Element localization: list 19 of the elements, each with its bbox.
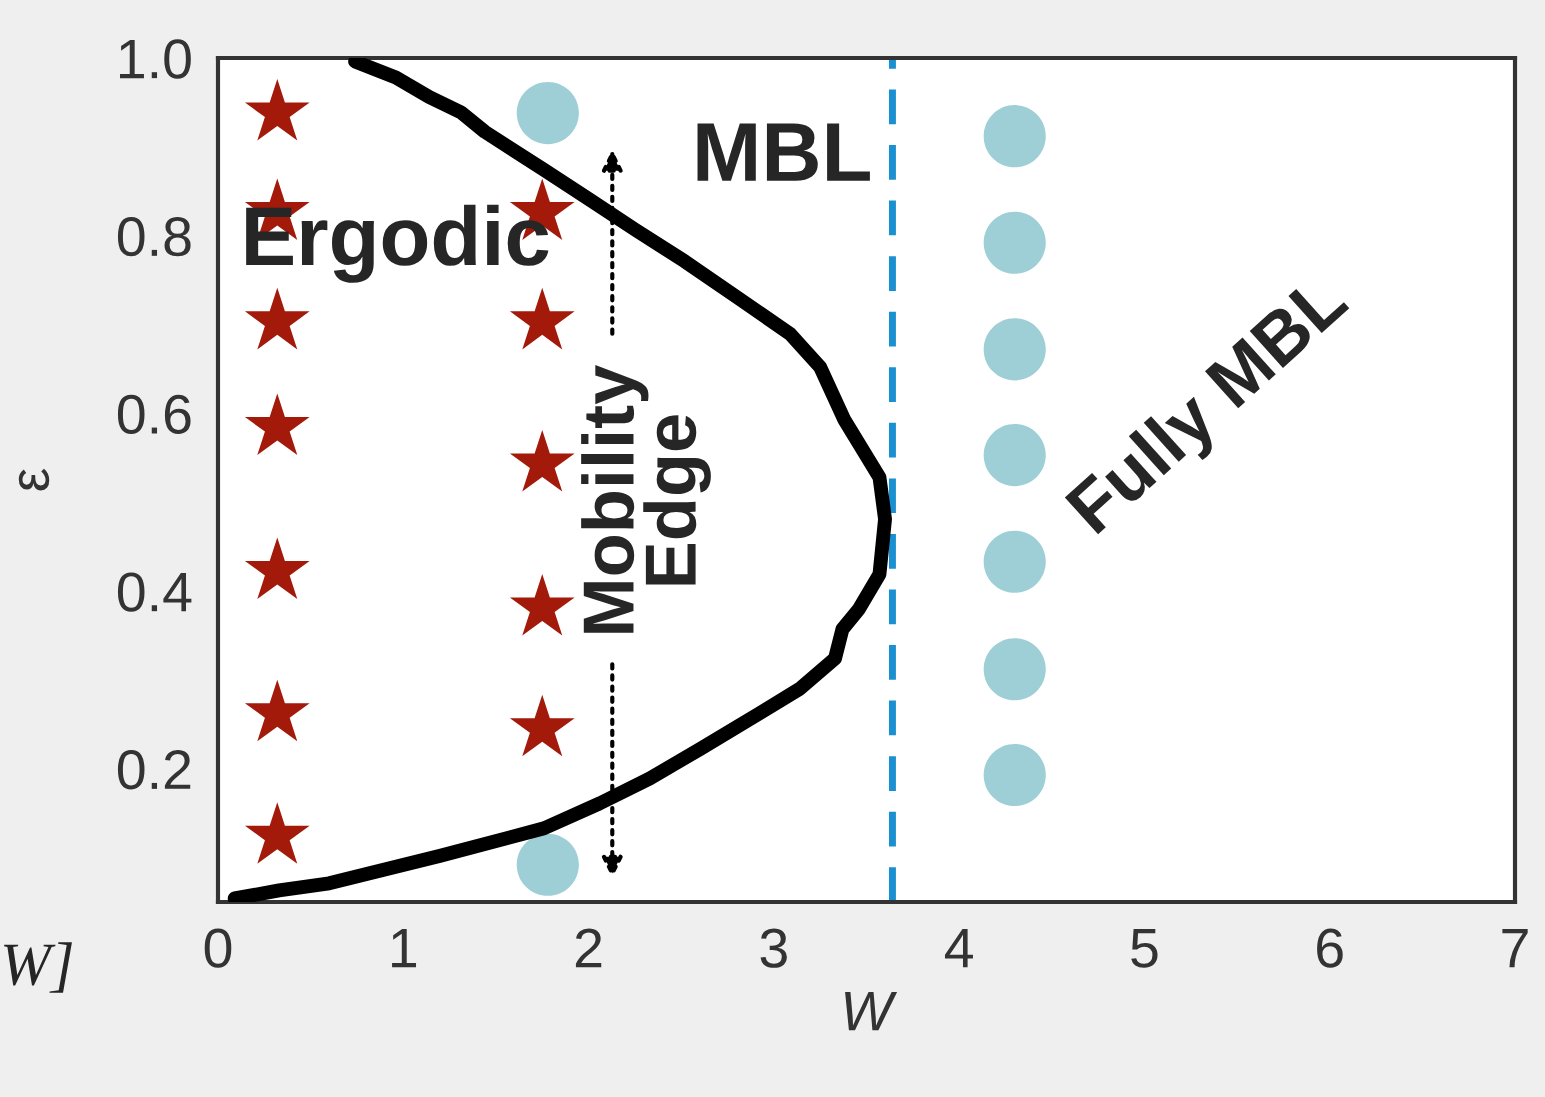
x-tick-label: 6 xyxy=(1317,928,1343,968)
annotation: MBL xyxy=(697,123,870,181)
x-tick-label: 0 xyxy=(204,928,232,968)
x-tick-label: 7 xyxy=(1502,929,1528,968)
x-tick-label: 3 xyxy=(760,928,787,968)
y-tick-label: 0.6 xyxy=(117,394,191,435)
x-tick-label: 1 xyxy=(392,929,417,968)
annotation: Mobility Edge xyxy=(581,365,711,633)
y-tick-label: 0.4 xyxy=(117,572,192,612)
y-axis-title: ε xyxy=(18,468,50,491)
y-tick-label: 1.0 xyxy=(120,39,191,79)
x-tick-label: 5 xyxy=(1131,929,1158,968)
annotation: Ergodic xyxy=(246,204,549,283)
y-tick-label: 0.2 xyxy=(117,750,191,790)
y-tick-label: 0.8 xyxy=(117,217,191,257)
x-tick-label: 4 xyxy=(944,929,973,968)
text: W] xyxy=(4,942,72,993)
x-axis-title: W xyxy=(845,991,898,1031)
x-tick-label: 2 xyxy=(575,928,602,968)
